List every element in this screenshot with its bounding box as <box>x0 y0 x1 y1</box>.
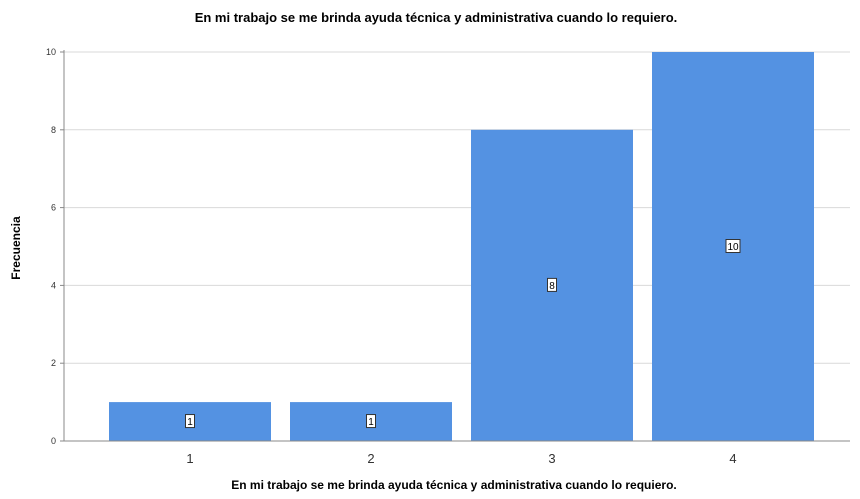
y-tick-label: 0 <box>51 436 56 446</box>
x-tick-label: 2 <box>367 451 374 466</box>
data-labels: 1 1 8 10 <box>185 239 741 429</box>
x-tick-label: 3 <box>548 451 555 466</box>
data-label-box <box>366 414 376 429</box>
data-label: 1 <box>368 417 374 428</box>
data-label-box <box>547 277 557 292</box>
chart-title: En mi trabajo se me brinda ayuda técnica… <box>195 10 678 25</box>
data-label-box <box>185 414 195 429</box>
x-tick-label: 4 <box>729 451 736 466</box>
y-axis-label: Frecuencia <box>9 216 23 280</box>
y-tick-label: 6 <box>51 203 56 213</box>
y-tick-label: 2 <box>51 358 56 368</box>
y-tick-label: 4 <box>51 280 56 290</box>
data-label: 10 <box>727 242 739 253</box>
x-axis-label: En mi trabajo se me brinda ayuda técnica… <box>231 478 676 492</box>
y-tick-label: 10 <box>46 47 56 57</box>
x-tick-label: 1 <box>186 451 193 466</box>
data-label: 1 <box>187 417 193 428</box>
data-label: 8 <box>549 281 555 292</box>
y-tick-label: 8 <box>51 125 56 135</box>
data-label-box <box>725 239 741 253</box>
